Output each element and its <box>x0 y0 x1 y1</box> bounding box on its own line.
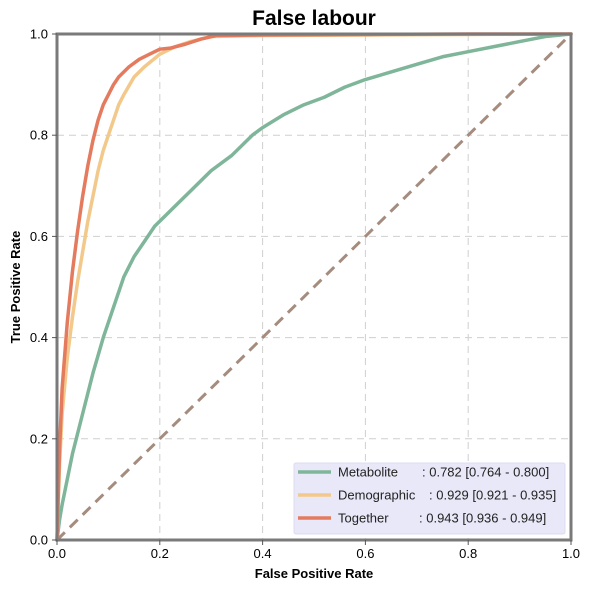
diagonal-line <box>55 32 573 542</box>
series-line-together <box>55 32 573 542</box>
legend-label-together: Together <box>338 511 389 526</box>
legend: Metabolite : 0.782 [0.764 - 0.800] Demogra… <box>293 462 566 535</box>
x-tick-label: 0.6 <box>356 546 374 561</box>
y-tick-label: 0.2 <box>30 431 48 446</box>
series-lines <box>55 32 573 542</box>
plot-frame <box>55 32 573 542</box>
legend-value-together: : 0.943 [0.936 - 0.949] <box>419 511 546 526</box>
diagonal-reference <box>55 32 573 542</box>
y-tick-label: 1.0 <box>30 27 48 42</box>
y-tick-label: 0.6 <box>30 229 48 244</box>
y-tick-label: 0.0 <box>30 533 48 548</box>
y-axis-label: True Positive Rate <box>8 231 23 344</box>
y-ticks: 0.0 0.2 0.4 0.6 0.8 1.0 <box>30 27 57 548</box>
x-ticks: 0.0 0.2 0.4 0.6 0.8 1.0 <box>48 540 580 561</box>
x-axis-label: False Positive Rate <box>255 566 374 581</box>
x-tick-label: 0.0 <box>48 546 66 561</box>
y-tick-label: 0.8 <box>30 128 48 143</box>
x-tick-label: 0.8 <box>459 546 477 561</box>
grid <box>57 34 571 540</box>
legend-label-metabolite: Metabolite <box>338 465 398 480</box>
x-tick-label: 0.2 <box>151 546 169 561</box>
legend-box <box>293 462 566 535</box>
x-tick-label: 0.4 <box>254 546 272 561</box>
legend-value-demographic: : 0.929 [0.921 - 0.935] <box>429 488 556 503</box>
legend-value-metabolite: : 0.782 [0.764 - 0.800] <box>422 465 549 480</box>
legend-label-demographic: Demographic <box>338 488 416 503</box>
series-line-metabolite <box>55 32 573 542</box>
chart-title: False labour <box>252 7 376 30</box>
y-tick-label: 0.4 <box>30 330 48 345</box>
x-tick-label: 1.0 <box>562 546 580 561</box>
